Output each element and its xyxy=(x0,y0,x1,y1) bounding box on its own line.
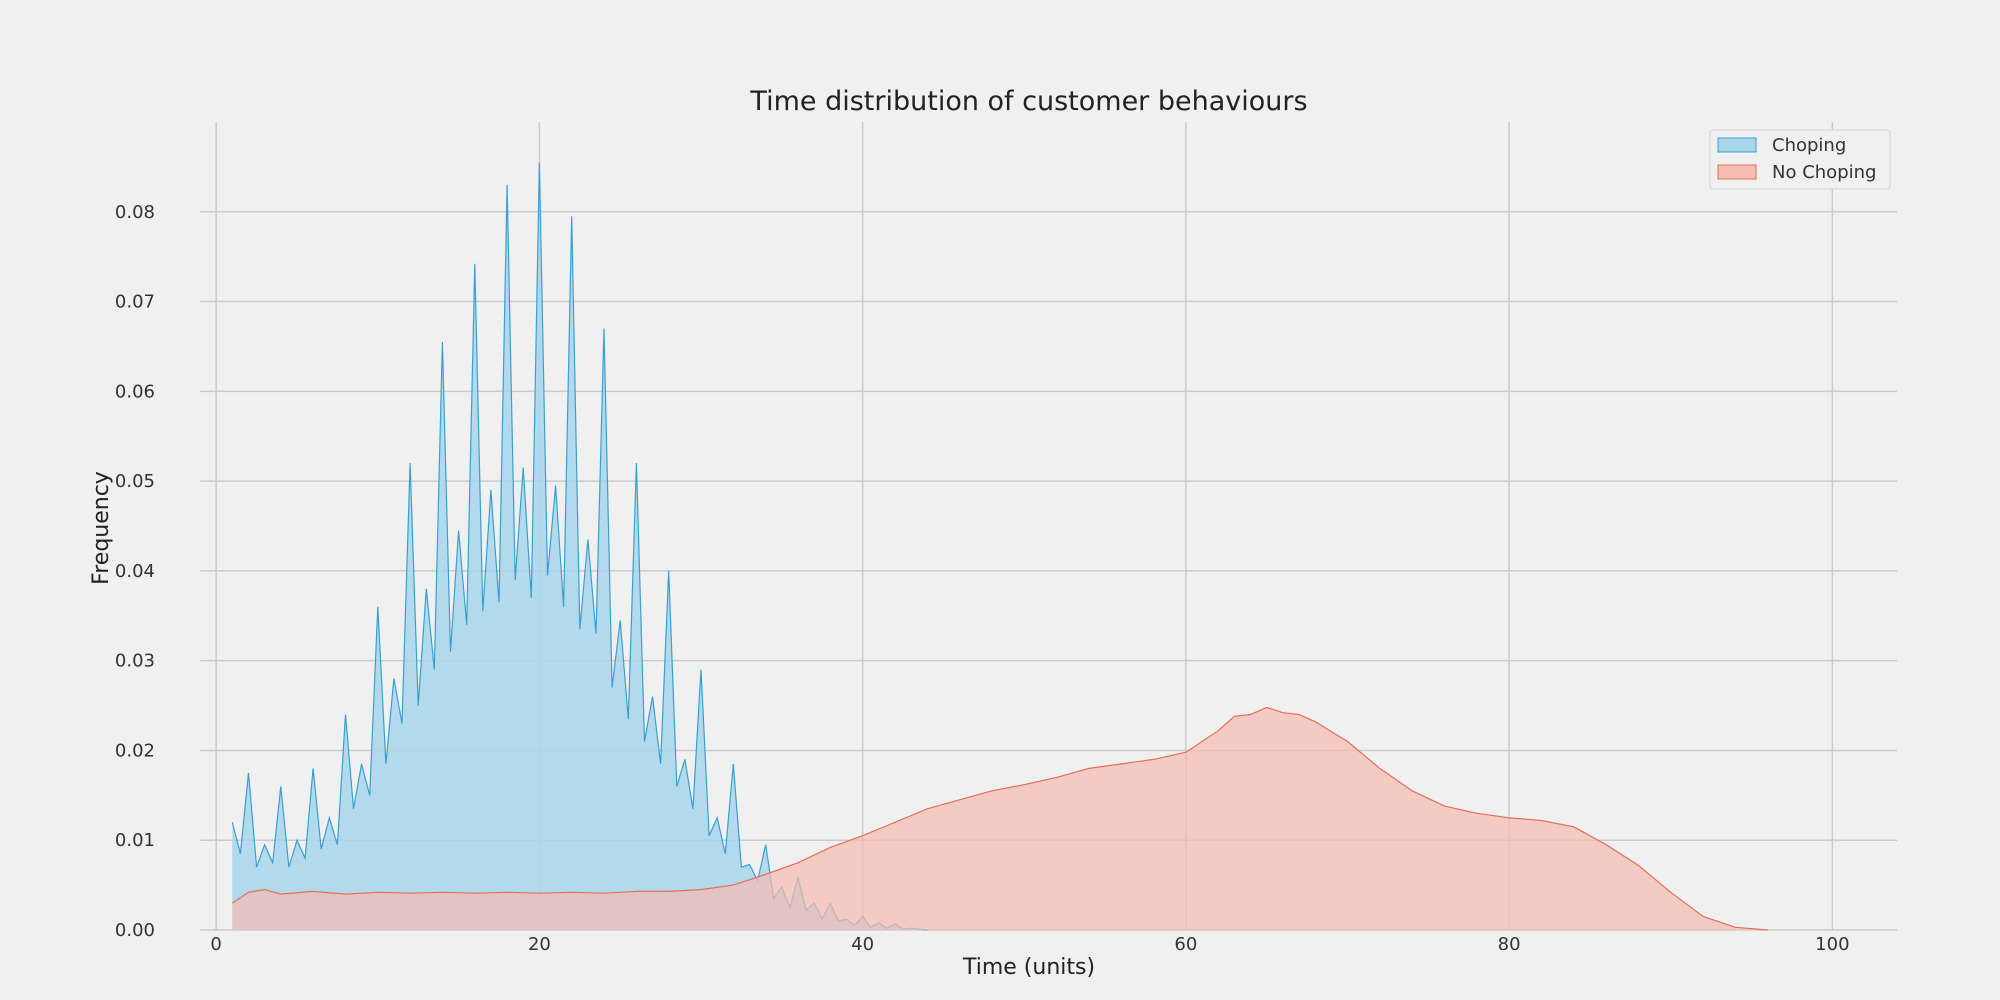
chart-title: Time distribution of customer behaviours xyxy=(749,86,1307,117)
x-axis-ticks: 0 20 40 60 80 100 xyxy=(210,934,1849,955)
series-layer xyxy=(231,162,1768,931)
y-tick-label: 0.07 xyxy=(115,292,155,313)
y-tick-label: 0.02 xyxy=(115,740,155,761)
y-tick-label: 0.04 xyxy=(115,561,155,582)
legend-label-no-choping: No Choping xyxy=(1772,162,1876,183)
x-tick-label: 60 xyxy=(1174,934,1197,955)
x-tick-label: 80 xyxy=(1498,934,1521,955)
y-axis-title: Frequency xyxy=(89,471,114,585)
x-axis-title: Time (units) xyxy=(962,955,1095,980)
x-tick-label: 20 xyxy=(528,934,551,955)
series-area-no-choping xyxy=(232,707,1768,930)
legend: Choping No Choping xyxy=(1709,129,1891,190)
legend-swatch-no-choping xyxy=(1717,164,1757,180)
x-tick-label: 100 xyxy=(1815,934,1849,955)
y-tick-label: 0.00 xyxy=(115,920,155,941)
y-tick-label: 0.05 xyxy=(115,471,155,492)
y-tick-label: 0.08 xyxy=(115,202,155,223)
series-area-choping xyxy=(232,162,928,930)
y-tick-label: 0.01 xyxy=(115,830,155,851)
series-line-no-choping xyxy=(231,706,1768,931)
y-axis-ticks: 0.00 0.01 0.02 0.03 0.04 0.05 0.06 0.07 0.08 xyxy=(115,202,155,941)
x-tick-label: 0 xyxy=(210,934,221,955)
y-tick-label: 0.06 xyxy=(115,381,155,402)
y-tick-label: 0.03 xyxy=(115,651,155,672)
x-tick-label: 40 xyxy=(851,934,874,955)
legend-swatch-choping xyxy=(1717,137,1757,153)
legend-label-choping: Choping xyxy=(1772,135,1846,156)
